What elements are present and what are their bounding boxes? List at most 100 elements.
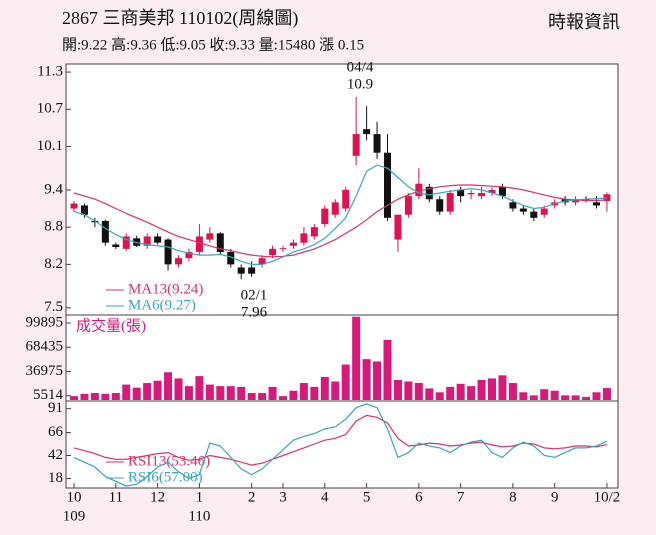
annotation: 02/1 (241, 287, 268, 303)
volume-bar (341, 364, 350, 400)
volume-bar (582, 396, 591, 400)
volume-bar (289, 390, 298, 400)
volume-bar (383, 339, 392, 400)
indicator-line (73, 403, 608, 487)
volume-bar (331, 381, 340, 400)
volume-bar (226, 386, 235, 400)
volume-bar (143, 383, 152, 400)
candle-body (101, 220, 109, 243)
y-tick-label: 8.2 (44, 256, 63, 272)
x-tick-label: 2 (248, 489, 256, 505)
legend-label: RSI13(53.46) (128, 453, 210, 469)
indicator-line (73, 184, 607, 258)
candle-body (269, 248, 277, 256)
y-tick-label: 36975 (26, 363, 64, 379)
volume-bar (373, 361, 382, 400)
volume-bar (122, 384, 131, 400)
candle-body (133, 238, 141, 246)
y-tick-label: 9.4 (44, 181, 63, 197)
x-year-label: 110 (188, 508, 210, 524)
volume-bar (446, 386, 455, 400)
volume-bar (488, 378, 496, 400)
volume-bar (320, 376, 329, 400)
indicator-line (73, 164, 607, 265)
volume-bar (132, 387, 141, 400)
y-tick-label: 5514 (33, 387, 64, 403)
volume-bar (90, 393, 99, 400)
x-tick-label: 7 (457, 489, 465, 505)
x-tick-label: 5 (363, 489, 371, 505)
volume-bar (111, 393, 120, 400)
candle-body (206, 233, 214, 240)
candle-body (519, 208, 527, 212)
candle-body (154, 236, 162, 243)
x-tick-label: 12 (150, 489, 165, 505)
volume-bar (174, 378, 183, 400)
candle-body (237, 267, 245, 274)
volume-bar (237, 386, 246, 400)
legend-label: RSI6(57.00) (128, 469, 203, 485)
x-tick-label: 8 (509, 489, 517, 505)
volume-bar (279, 396, 287, 400)
volume-bar (529, 395, 538, 400)
volume-bar (456, 383, 465, 400)
candle-body (248, 267, 256, 274)
candle-body (478, 193, 486, 197)
y-tick-label: 66 (48, 424, 64, 440)
volume-bar (310, 386, 319, 400)
title: 2867 三商美邦 110102(周線圖) (62, 8, 298, 29)
volume-bar (414, 383, 423, 400)
y-tick-label: 11.3 (37, 64, 63, 80)
candle-body (258, 258, 266, 265)
candle-body (122, 236, 130, 249)
x-tick-label: 10/2 (594, 489, 621, 505)
volume-bar (164, 372, 173, 400)
candle-body (331, 202, 339, 215)
volume-bar (184, 386, 193, 400)
candle-body (384, 152, 391, 218)
candle-body (593, 202, 600, 206)
candle-body (352, 134, 360, 156)
volume-title: 成交量(張) (76, 316, 146, 334)
candle-body (227, 251, 235, 265)
candle-body (300, 233, 308, 243)
volume-bar (352, 316, 361, 400)
x-tick-label: 9 (551, 489, 559, 505)
y-tick-label: 18 (48, 470, 63, 486)
candle-body (289, 242, 297, 246)
candle-body (175, 258, 182, 265)
candle-body (143, 236, 151, 246)
volume-bar (467, 386, 476, 400)
candle-body (363, 129, 371, 135)
y-tick-label: 10.7 (37, 101, 64, 117)
volume-bar (540, 389, 549, 400)
x-tick-label: 11 (109, 489, 123, 505)
summary: 開:9.22 高:9.36 低:9.05 收:9.33 量:15480 漲 0.… (62, 36, 364, 53)
candle-body (467, 193, 475, 195)
volume-bar (393, 379, 402, 400)
x-tick-label: 10 (67, 489, 82, 505)
annotation: 04/4 (347, 59, 374, 75)
annotation: 7.96 (241, 304, 268, 320)
x-tick-label: 3 (279, 489, 287, 505)
volume-bar (153, 380, 162, 400)
candle-body (70, 203, 78, 209)
candle-body (603, 194, 611, 202)
candle-body (321, 208, 329, 225)
candle-body (279, 248, 287, 250)
y-tick-label: 7.5 (44, 299, 63, 315)
y-tick-label: 91 (48, 400, 63, 416)
candle-body (164, 239, 172, 265)
x-tick-label: 4 (321, 489, 329, 505)
volume-bar (247, 393, 256, 400)
candle-body (540, 208, 548, 215)
legend-label: MA13(9.24) (128, 281, 203, 297)
volume-bar (80, 393, 89, 400)
candle-body (415, 183, 423, 197)
volume-bar (508, 383, 517, 400)
y-tick-label: 8.8 (44, 219, 63, 235)
x-year-label: 109 (63, 508, 86, 524)
plot-frame (65, 63, 619, 489)
candle-body (185, 251, 193, 259)
